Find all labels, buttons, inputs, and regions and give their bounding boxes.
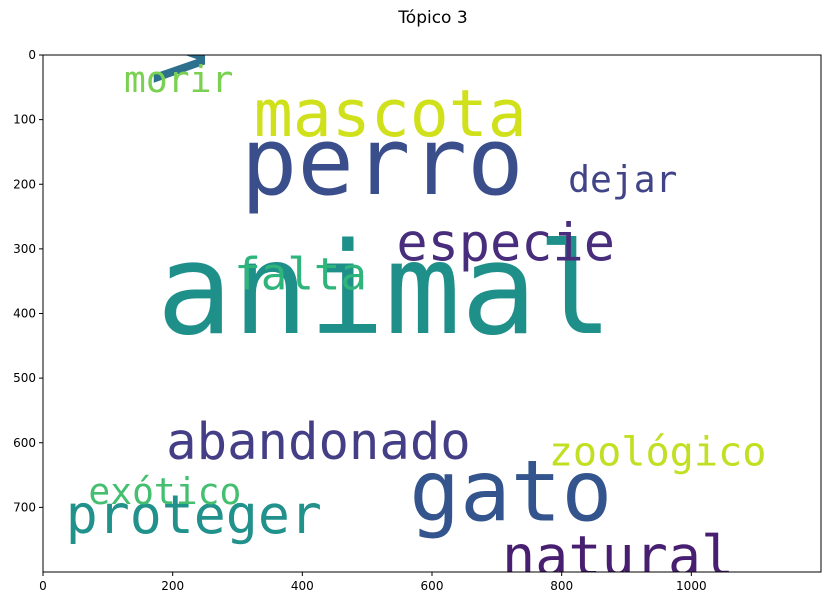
y-axis: 0 100 200 300 400 500 600 700 <box>13 48 43 514</box>
word-zoológico: zoológico <box>549 429 767 475</box>
y-tick-label: 200 <box>13 177 36 191</box>
word-layer: animalperrovida gato mascota especie abandon… <box>66 0 767 588</box>
y-tick-label: 700 <box>13 500 36 514</box>
chart-title: Tópico 3 <box>398 8 468 28</box>
word-vida: vida <box>119 0 228 87</box>
x-tick-label: 400 <box>291 579 314 593</box>
word-mascota: mascota <box>254 77 527 152</box>
x-tick-label: 0 <box>39 579 47 593</box>
x-tick-label: 1000 <box>676 579 707 593</box>
word-gato: gato <box>409 442 612 540</box>
word-proteger: proteger <box>66 484 322 546</box>
y-tick-label: 500 <box>13 371 36 385</box>
y-tick-label: 400 <box>13 307 36 321</box>
word-morir: morir <box>124 58 233 101</box>
word-natural: natural <box>502 524 734 588</box>
x-tick-label: 600 <box>421 579 444 593</box>
word-dejar: dejar <box>568 158 677 201</box>
y-tick-label: 600 <box>13 436 36 450</box>
word-perro: perro <box>241 108 524 217</box>
word-animal: animal <box>156 216 613 363</box>
y-tick-label: 0 <box>28 48 36 62</box>
word-especie: especie <box>396 214 615 274</box>
x-axis: 0 200 400 600 800 1000 <box>39 572 707 593</box>
x-tick-label: 800 <box>550 579 573 593</box>
y-tick-label: 300 <box>13 242 36 256</box>
y-tick-label: 100 <box>13 113 36 127</box>
word-exótico: exótico <box>88 470 241 513</box>
word-falta: falta <box>234 250 367 301</box>
word-abandonado: abandonado <box>166 412 471 471</box>
x-tick-label: 200 <box>161 579 184 593</box>
